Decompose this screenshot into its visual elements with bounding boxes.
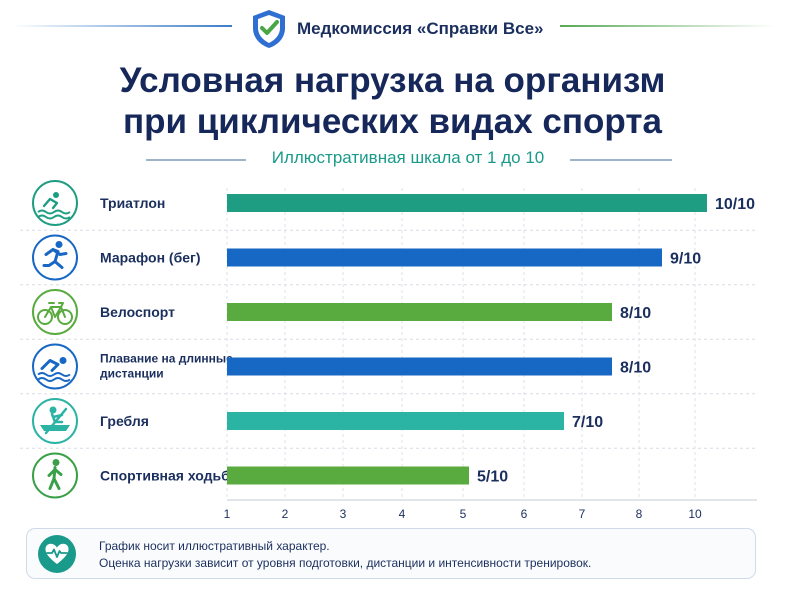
category-label-3: Плавание на длинные дистанции [100, 352, 233, 381]
swimmer-icon [32, 343, 78, 390]
category-label-5: Спортивная ходьба [100, 468, 238, 484]
value-label-1: 9/10 [670, 251, 701, 268]
bar-0 [227, 194, 707, 212]
bicycle-icon [32, 289, 78, 335]
heart-pulse-icon [38, 535, 76, 573]
header-rule-left [12, 25, 232, 27]
x-tick-label-7: 8 [636, 507, 643, 521]
header-rule-right [560, 25, 775, 27]
title-line-1: Условная нагрузка на организм [119, 61, 666, 100]
rowing-icon [32, 398, 78, 444]
brand-name: Медкомиссия «Справки Все» [297, 19, 544, 38]
subtitle-rule-right [570, 159, 672, 161]
bar-2 [227, 303, 612, 321]
bar-1 [227, 248, 662, 267]
runner-icon [32, 234, 78, 281]
value-label-0: 10/10 [715, 196, 755, 213]
value-label-2: 8/10 [620, 305, 651, 322]
value-label-5: 5/10 [477, 469, 508, 486]
value-label-4: 7/10 [572, 414, 603, 431]
walker-icon [32, 452, 78, 499]
category-label-1: Марафон (бег) [100, 250, 201, 266]
bar-5 [227, 466, 469, 485]
subtitle: Иллюстративная шкала от 1 до 10 [271, 148, 545, 167]
subtitle-row: Иллюстративная шкала от 1 до 10 [140, 147, 675, 173]
x-tick-label-1: 2 [282, 507, 289, 521]
bar-3 [227, 357, 612, 376]
title-line-2: при циклических видах спорта [123, 102, 662, 141]
page-title: Условная нагрузка на организм при циклич… [0, 60, 785, 142]
note-line-2: Оценка нагрузки зависит от уровня подгот… [99, 556, 592, 570]
x-tick-label-8: 10 [688, 507, 702, 521]
subtitle-rule-left [146, 159, 246, 161]
note-text: График носит иллюстративный характер. Оц… [99, 538, 591, 572]
category-label-4: Гребля [100, 413, 149, 429]
bar-4 [227, 412, 564, 430]
disclaimer-note: График носит иллюстративный характер. Оц… [26, 528, 756, 579]
x-tick-label-4: 5 [460, 507, 467, 521]
x-tick-label-6: 7 [579, 507, 586, 521]
x-tick-label-0: 1 [224, 507, 231, 521]
x-tick-label-2: 3 [340, 507, 347, 521]
category-label-2: Велоспорт [100, 304, 175, 320]
shield-check-icon [253, 10, 285, 48]
category-label-0: Триатлон [100, 195, 165, 211]
brand: Медкомиссия «Справки Все» [251, 9, 544, 49]
note-line-1: График носит иллюстративный характер. [99, 539, 330, 553]
value-label-3: 8/10 [620, 360, 651, 377]
x-tick-label-5: 6 [521, 507, 528, 521]
x-tick-label-3: 4 [399, 507, 406, 521]
triathlon-icon [32, 180, 78, 226]
